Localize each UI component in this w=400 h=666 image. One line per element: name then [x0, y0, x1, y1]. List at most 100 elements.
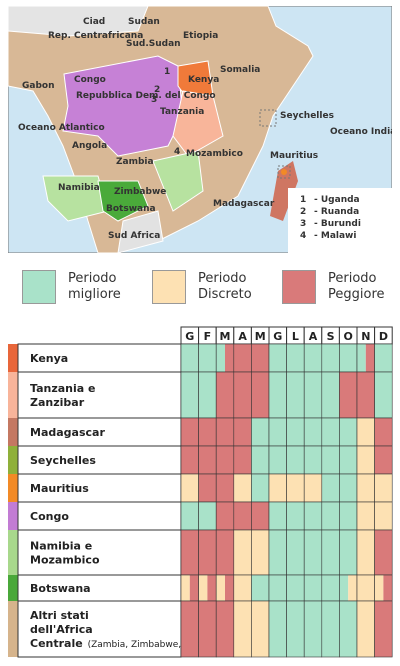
rating-cell [251, 575, 269, 601]
rating-cell [339, 575, 349, 601]
map-label: Oceano Atlantico [18, 123, 105, 133]
rating-cell [181, 344, 199, 372]
map-label: Etiopia [183, 31, 218, 41]
row-stripe [8, 372, 18, 418]
rating-cell [286, 502, 305, 530]
rating-cell [251, 372, 269, 418]
rating-cell [321, 575, 340, 601]
map-label: Somalia [220, 65, 260, 75]
rating-cell [348, 575, 357, 601]
rating-cell [321, 446, 340, 474]
rating-cell [181, 474, 199, 502]
mauritius-dot [281, 169, 287, 175]
map-label: Gabon [22, 81, 55, 91]
cell-border [374, 600, 393, 658]
row-name-line: Namibia e [30, 540, 92, 553]
key-box [288, 188, 392, 253]
rating-cell [181, 446, 199, 474]
month-label: L [292, 330, 299, 343]
rating-cell [374, 530, 393, 575]
row-name: Botswana [30, 582, 91, 595]
key-name: - Malawi [314, 231, 356, 241]
rating-cell [304, 418, 322, 446]
row-stripe [8, 474, 18, 502]
map-marker: 1 [164, 67, 170, 77]
rating-cell [339, 530, 357, 575]
rating-cell [198, 601, 217, 657]
legend-swatch [282, 270, 316, 304]
rating-cell [181, 530, 199, 575]
rating-cell [269, 601, 287, 657]
map-label: Sudan [128, 17, 160, 27]
rating-cell [269, 446, 287, 474]
row-name: Kenya [30, 352, 68, 365]
rating-cell [233, 474, 252, 502]
mauritius-box [277, 165, 291, 179]
row-name-cell [17, 417, 182, 447]
rating-cell [357, 601, 375, 657]
map: Ciad Sudan Rep. CentrafricanaSud.SudanEtio… [8, 6, 392, 253]
map-marker: 4 [174, 147, 180, 157]
row-name-line: Altri stati [30, 609, 89, 622]
rating-cell [233, 372, 252, 418]
row-stripe [8, 575, 18, 601]
rating-cell [339, 474, 357, 502]
rating-cell [225, 575, 234, 601]
rating-cell [216, 446, 234, 474]
month-label: D [379, 330, 388, 343]
rating-cell [189, 575, 199, 601]
legend-item: Periodo migliore [8, 262, 138, 312]
row-name-line: Botswana [30, 582, 91, 595]
row-stripe [8, 601, 18, 657]
key-name: - Burundi [314, 219, 361, 229]
rating-cell [321, 344, 340, 372]
row-name: Namibia e Mozambico [30, 540, 100, 567]
row-name-cell [17, 529, 182, 576]
map-label: Madagascar [213, 199, 275, 209]
rating-cell [357, 502, 375, 530]
rating-cell [286, 372, 305, 418]
legend-label: Periodo migliore [68, 271, 121, 302]
rating-cell [357, 418, 375, 446]
map-label: Repubblica Dem. del Congo [76, 91, 216, 101]
rating-cell [181, 372, 199, 418]
rating-cell [365, 344, 375, 372]
row-name: Madagascar [30, 426, 105, 439]
rating-cell [286, 344, 305, 372]
rating-cell [357, 372, 375, 418]
rating-cell [216, 530, 234, 575]
legend-label: Periodo Peggiore [328, 271, 385, 302]
legend-swatch [152, 270, 186, 304]
rating-cell [181, 575, 190, 601]
row-name-line: Zanzibar [30, 396, 85, 409]
rating-cell [357, 446, 375, 474]
map-label: Tanzania [160, 107, 204, 117]
legend-label: Periodo Discreto [198, 271, 252, 302]
legend-item: Periodo Discreto [138, 262, 268, 312]
rating-cell [233, 344, 252, 372]
rating-cell [207, 575, 217, 601]
rating-cell [269, 418, 287, 446]
map-label: Kenya [188, 75, 219, 85]
legend-swatch [22, 270, 56, 304]
rating-cell [374, 474, 393, 502]
rating-cell [304, 601, 322, 657]
rating-cell [357, 530, 375, 575]
rating-cell [198, 530, 217, 575]
month-label: M [255, 330, 266, 343]
row-note: (Zambia, Zimbabwe, Rwanda, ...) [85, 640, 238, 650]
rating-cell [339, 344, 357, 372]
rating-cell [286, 446, 305, 474]
rating-cell [216, 575, 225, 601]
rating-cell [304, 372, 322, 418]
map-label: Seychelles [280, 111, 334, 121]
rating-cell [216, 344, 225, 372]
rating-cell [251, 446, 269, 474]
row-name-line: Seychelles [30, 454, 96, 467]
rating-cell [181, 601, 199, 657]
rating-cell [304, 575, 322, 601]
rating-cell [339, 372, 357, 418]
row-stripe [8, 446, 18, 474]
row-name: Seychelles [30, 454, 96, 467]
rating-cell [269, 502, 287, 530]
